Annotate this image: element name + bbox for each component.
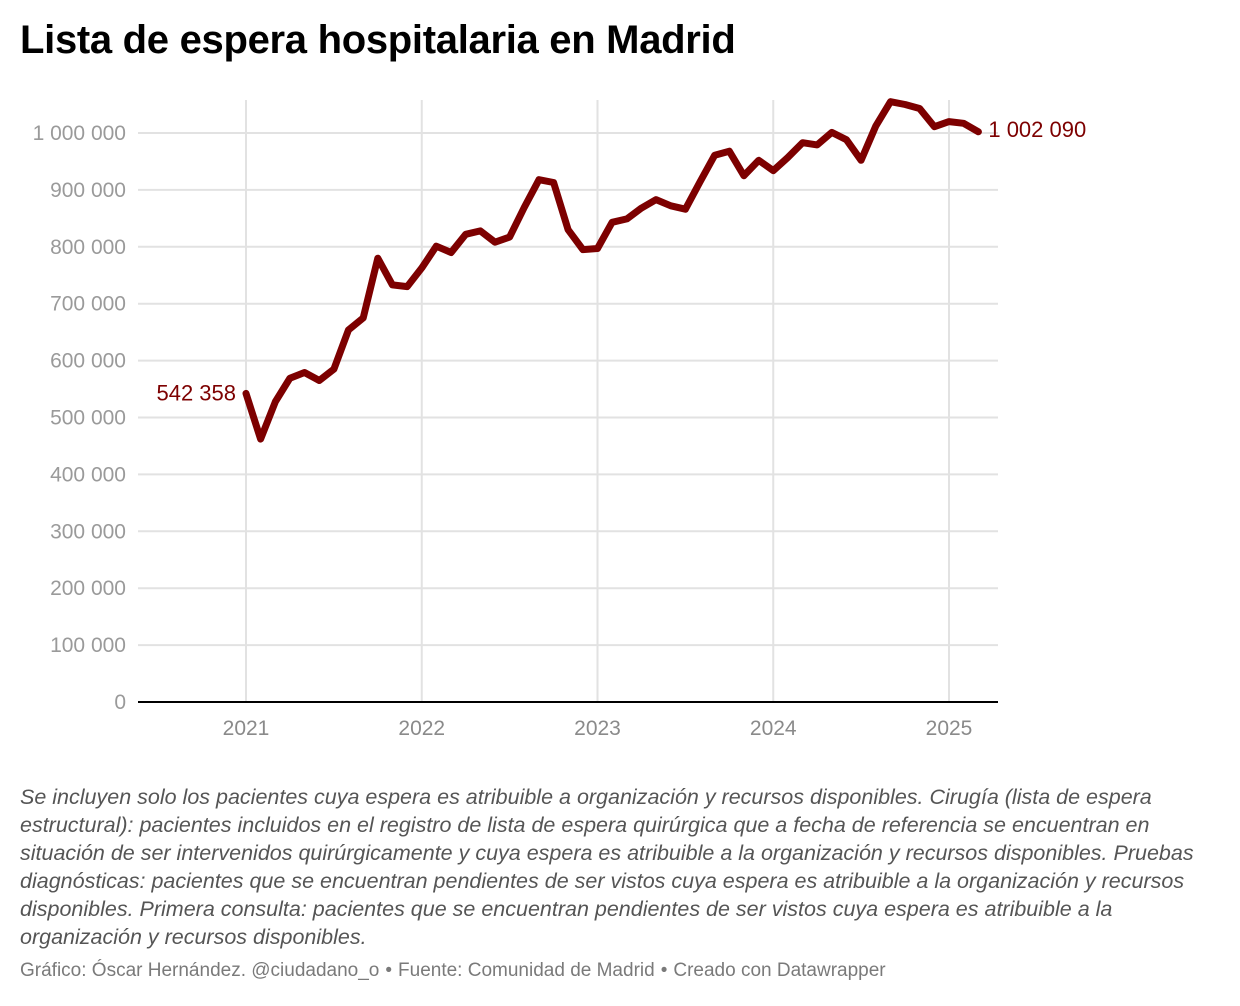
value-annotations: 542 358 1 002 090	[156, 117, 1086, 406]
x-tick-label: 2025	[926, 717, 973, 740]
x-tick-label: 2021	[223, 717, 270, 740]
separator-dot: •	[385, 960, 393, 981]
x-gridlines	[245, 100, 950, 702]
y-tick-label: 1 000 000	[33, 122, 126, 145]
x-tick-label: 2023	[574, 717, 621, 740]
series-line	[242, 98, 982, 443]
tool-credit: Creado con Datawrapper	[673, 960, 886, 981]
y-tick-label: 900 000	[50, 179, 126, 202]
y-tick-label: 200 000	[50, 577, 126, 600]
y-tick-label: 700 000	[50, 293, 126, 316]
y-tick-label: 600 000	[50, 350, 126, 373]
value-annotation: 1 002 090	[988, 117, 1086, 142]
chart-title: Lista de espera hospitalaria en Madrid	[20, 18, 736, 62]
y-tick-label: 0	[114, 691, 126, 714]
x-tick-labels: 2021 2022 2023 2024 2025	[223, 717, 973, 740]
y-tick-labels: 0 100 000 200 000 300 000 400 000 500 000 600 …	[33, 122, 126, 714]
line-chart: 0 100 000 200 000 300 000 400 000 500 000 600 …	[33, 98, 1086, 740]
x-tick-label: 2024	[750, 717, 797, 740]
y-tick-label: 400 000	[50, 463, 126, 486]
y-tick-label: 300 000	[50, 520, 126, 543]
y-tick-label: 800 000	[50, 236, 126, 259]
y-tick-label: 500 000	[50, 407, 126, 430]
author-credit: Gráfico: Óscar Hernández. @ciudadano_o	[20, 960, 380, 981]
value-annotation: 542 358	[156, 380, 236, 405]
chart-notes: Se incluyen solo los pacientes cuya espe…	[20, 785, 1194, 949]
y-tick-label: 100 000	[50, 634, 126, 657]
y-gridlines	[138, 132, 998, 647]
x-tick-label: 2022	[398, 717, 445, 740]
chart-footer: Gráfico: Óscar Hernández. @ciudadano_o • F…	[20, 960, 886, 982]
separator-dot: •	[660, 960, 668, 981]
source-credit: Fuente: Comunidad de Madrid	[398, 960, 655, 981]
